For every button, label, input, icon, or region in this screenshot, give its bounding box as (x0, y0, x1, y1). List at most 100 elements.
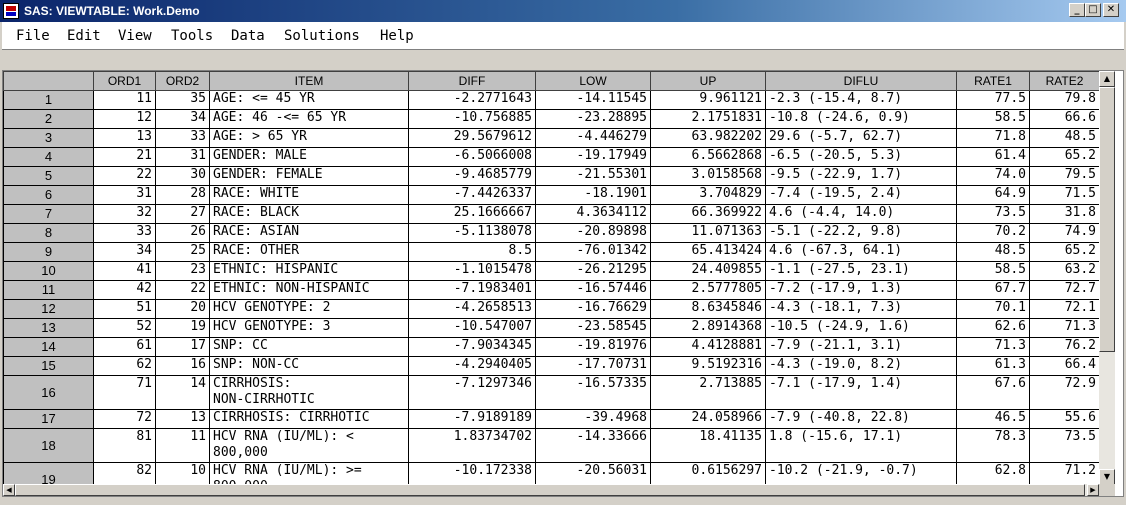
cell-low[interactable]: -19.81976 (535, 337, 651, 357)
cell-ord2[interactable]: 19 (155, 318, 210, 338)
cell-item[interactable]: HCV GENOTYPE: 2 (209, 299, 409, 319)
cell-up[interactable]: 24.058966 (650, 409, 766, 429)
cell-diflu[interactable]: 4.6 (-67.3, 64.1) (765, 242, 957, 262)
cell-ord2[interactable]: 17 (155, 337, 210, 357)
cell-up[interactable]: 9.961121 (650, 90, 766, 110)
row-number[interactable]: 6 (3, 185, 94, 205)
cell-ord2[interactable]: 34 (155, 109, 210, 129)
cell-up[interactable]: 63.982202 (650, 128, 766, 148)
cell-ord2[interactable]: 27 (155, 204, 210, 224)
cell-rate1[interactable]: 58.5 (956, 261, 1030, 281)
row-number[interactable]: 7 (3, 204, 94, 224)
cell-diff[interactable]: -7.1297346 (408, 375, 536, 410)
cell-up[interactable]: 9.5192316 (650, 356, 766, 376)
column-header-diflu[interactable]: DIFLU (765, 71, 957, 91)
cell-diff[interactable]: -7.4426337 (408, 185, 536, 205)
cell-ord1[interactable]: 61 (93, 337, 156, 357)
cell-low[interactable]: -39.4968 (535, 409, 651, 429)
cell-up[interactable]: 2.8914368 (650, 318, 766, 338)
cell-item[interactable]: AGE: 46 -<= 65 YR (209, 109, 409, 129)
column-header-item[interactable]: ITEM (209, 71, 409, 91)
cell-rate2[interactable]: 72.9 (1029, 375, 1100, 410)
cell-item[interactable]: GENDER: MALE (209, 147, 409, 167)
row-number[interactable]: 18 (3, 428, 94, 463)
cell-rate2[interactable]: 63.2 (1029, 261, 1100, 281)
cell-low[interactable]: -16.76629 (535, 299, 651, 319)
cell-diflu[interactable]: -4.3 (-18.1, 7.3) (765, 299, 957, 319)
row-number[interactable]: 3 (3, 128, 94, 148)
cell-item[interactable]: RACE: OTHER (209, 242, 409, 262)
cell-ord2[interactable]: 23 (155, 261, 210, 281)
cell-rate1[interactable]: 78.3 (956, 428, 1030, 463)
maximize-button[interactable]: □ (1085, 3, 1101, 17)
cell-diflu[interactable]: -7.9 (-40.8, 22.8) (765, 409, 957, 429)
row-number[interactable]: 2 (3, 109, 94, 129)
cell-ord2[interactable]: 11 (155, 428, 210, 463)
cell-rate2[interactable]: 55.6 (1029, 409, 1100, 429)
title-bar[interactable]: SAS: VIEWTABLE: Work.Demo _ □ ✕ (0, 0, 1126, 22)
cell-ord1[interactable]: 22 (93, 166, 156, 186)
cell-rate2[interactable]: 74.9 (1029, 223, 1100, 243)
cell-diflu[interactable]: -10.5 (-24.9, 1.6) (765, 318, 957, 338)
vertical-scroll-thumb[interactable] (1099, 87, 1115, 352)
cell-low[interactable]: -16.57335 (535, 375, 651, 410)
cell-ord2[interactable]: 20 (155, 299, 210, 319)
cell-ord1[interactable]: 52 (93, 318, 156, 338)
cell-diff[interactable]: -10.756885 (408, 109, 536, 129)
cell-rate2[interactable]: 71.3 (1029, 318, 1100, 338)
cell-rate2[interactable]: 48.5 (1029, 128, 1100, 148)
cell-rate1[interactable]: 46.5 (956, 409, 1030, 429)
scroll-left-button[interactable]: ◀ (3, 484, 15, 496)
row-number[interactable]: 9 (3, 242, 94, 262)
cell-diff[interactable]: -1.1015478 (408, 261, 536, 281)
cell-item[interactable]: SNP: NON-CC (209, 356, 409, 376)
cell-rate2[interactable]: 72.1 (1029, 299, 1100, 319)
cell-rate2[interactable]: 71.5 (1029, 185, 1100, 205)
column-header-ord2[interactable]: ORD2 (155, 71, 210, 91)
cell-up[interactable]: 11.071363 (650, 223, 766, 243)
cell-diff[interactable]: 25.1666667 (408, 204, 536, 224)
scroll-up-button[interactable]: ▲ (1099, 71, 1115, 87)
cell-diff[interactable]: -7.9034345 (408, 337, 536, 357)
cell-rate1[interactable]: 77.5 (956, 90, 1030, 110)
cell-ord1[interactable]: 34 (93, 242, 156, 262)
cell-low[interactable]: -14.11545 (535, 90, 651, 110)
cell-diff[interactable]: -5.1138078 (408, 223, 536, 243)
cell-ord2[interactable]: 28 (155, 185, 210, 205)
cell-ord1[interactable]: 81 (93, 428, 156, 463)
cell-diflu[interactable]: 4.6 (-4.4, 14.0) (765, 204, 957, 224)
cell-ord1[interactable]: 42 (93, 280, 156, 300)
cell-item[interactable]: AGE: <= 45 YR (209, 90, 409, 110)
row-number[interactable]: 5 (3, 166, 94, 186)
cell-item[interactable]: RACE: BLACK (209, 204, 409, 224)
row-number[interactable]: 1 (3, 90, 94, 110)
cell-rate1[interactable]: 70.2 (956, 223, 1030, 243)
data-grid[interactable]: ORD1 ORD2 ITEM DIFF LOW UP DIFLU RATE1 R… (2, 70, 1124, 497)
cell-diflu[interactable]: -2.3 (-15.4, 8.7) (765, 90, 957, 110)
cell-diflu[interactable]: 1.8 (-15.6, 17.1) (765, 428, 957, 463)
scroll-down-button[interactable]: ▼ (1099, 469, 1115, 485)
cell-ord2[interactable]: 16 (155, 356, 210, 376)
cell-up[interactable]: 3.704829 (650, 185, 766, 205)
menu-data[interactable]: Data (231, 28, 265, 44)
cell-ord1[interactable]: 11 (93, 90, 156, 110)
cell-up[interactable]: 4.4128881 (650, 337, 766, 357)
cell-ord2[interactable]: 31 (155, 147, 210, 167)
cell-diff[interactable]: -4.2940405 (408, 356, 536, 376)
cell-ord1[interactable]: 33 (93, 223, 156, 243)
cell-diff[interactable]: -6.5066008 (408, 147, 536, 167)
cell-low[interactable]: 4.3634112 (535, 204, 651, 224)
menu-edit[interactable]: Edit (67, 28, 101, 44)
row-number[interactable]: 4 (3, 147, 94, 167)
menu-solutions[interactable]: Solutions (284, 28, 360, 44)
cell-ord1[interactable]: 32 (93, 204, 156, 224)
cell-ord2[interactable]: 33 (155, 128, 210, 148)
cell-up[interactable]: 6.5662868 (650, 147, 766, 167)
cell-low[interactable]: -23.58545 (535, 318, 651, 338)
corner-header[interactable] (3, 71, 94, 91)
cell-low[interactable]: -76.01342 (535, 242, 651, 262)
cell-low[interactable]: -17.70731 (535, 356, 651, 376)
column-header-up[interactable]: UP (650, 71, 766, 91)
cell-diff[interactable]: 1.83734702 (408, 428, 536, 463)
row-number[interactable]: 15 (3, 356, 94, 376)
